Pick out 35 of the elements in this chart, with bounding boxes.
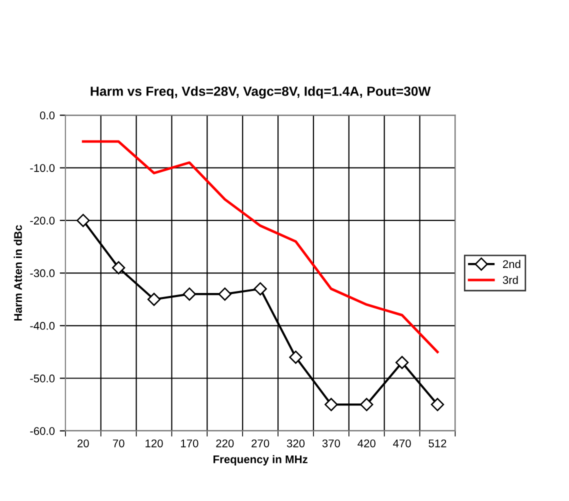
x-tick-label: 70 — [112, 439, 124, 448]
point — [254, 282, 267, 296]
x-tick-label: 470 — [393, 439, 411, 448]
y-tick-label: -10.0 — [30, 164, 55, 172]
x-tick-label: 270 — [252, 439, 270, 448]
point — [147, 292, 161, 306]
x-axis-title: Frequency in MHz — [214, 455, 308, 466]
point — [218, 288, 232, 301]
x-tick-label: 170 — [181, 439, 198, 448]
x-tick-label: 370 — [322, 439, 340, 448]
y-tick-label: 0.0 — [40, 111, 55, 120]
point — [76, 214, 90, 228]
y-tick-label: -20.0 — [30, 216, 55, 225]
x-tick-label: 512 — [428, 439, 446, 448]
legend-label: 3rd — [502, 276, 518, 284]
x-tick-label: 20 — [78, 439, 89, 448]
y-tick-label: -40.0 — [30, 322, 55, 330]
point — [112, 261, 126, 274]
chart-title: Harm vs Freq, Vds=28V, Vagc=8V, Idq=1.4A, Pout=30W — [90, 86, 431, 99]
point — [360, 398, 374, 412]
point — [182, 288, 196, 301]
point — [430, 398, 444, 412]
legend-label: 2nd — [502, 260, 520, 268]
y-tick-label: -30.0 — [30, 269, 55, 278]
x-tick-label: 320 — [286, 439, 305, 448]
point — [324, 398, 338, 412]
x-tick-label: 220 — [216, 439, 234, 448]
x-tick-label: 420 — [358, 439, 376, 448]
point — [289, 350, 302, 364]
line-series — [82, 140, 439, 354]
x-tick-label: 120 — [146, 439, 163, 448]
y-tick-label: -50.0 — [30, 374, 55, 382]
point — [395, 356, 409, 370]
y-axis-title: Harm Atten in dBc — [14, 225, 22, 321]
y-tick-label: -60.0 — [30, 427, 55, 435]
